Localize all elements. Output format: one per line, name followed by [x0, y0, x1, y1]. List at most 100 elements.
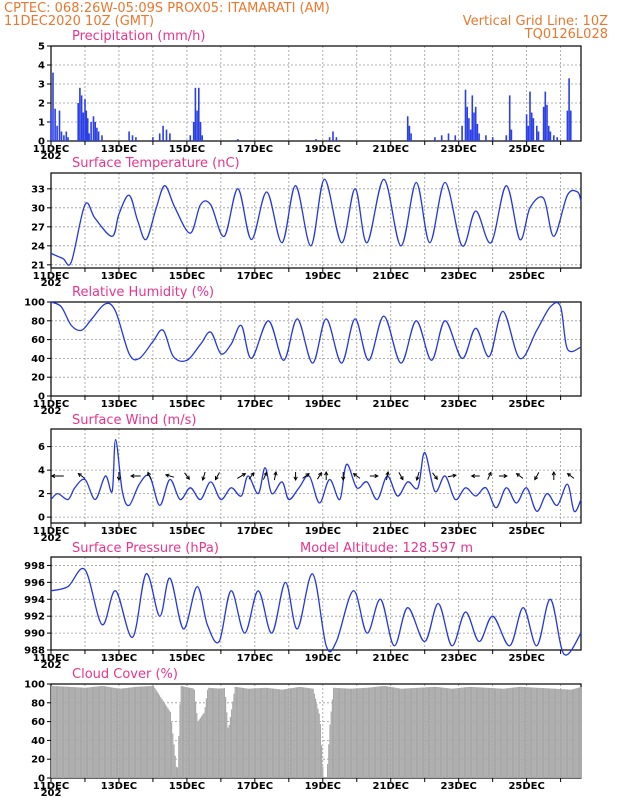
wind-arrow-shaft — [447, 474, 456, 478]
cloud-bar — [487, 687, 489, 778]
cloud-bar — [201, 716, 203, 778]
x-tick-label: 25DEC — [508, 653, 544, 664]
cloud-bar — [161, 699, 163, 778]
y-tick-label: 988 — [24, 646, 45, 657]
cloud-bar — [73, 687, 75, 778]
wind-arrow — [147, 471, 152, 480]
wind-arrow-shaft — [262, 472, 268, 480]
cloud-bar — [365, 687, 367, 778]
cloud-bar — [522, 687, 524, 778]
wind-arrow-head — [534, 476, 539, 481]
cloud-bar — [417, 687, 419, 778]
precip-bar — [60, 131, 63, 141]
panel-temperature: 21 24 27 30 33 11DEC 13DEC 15DEC 17DEC 19DEC 21DEC… — [31, 156, 582, 289]
cloud-bar — [120, 688, 122, 778]
cloud-bar — [213, 688, 215, 778]
cloud-bar — [553, 688, 555, 778]
cloud-bar — [246, 688, 248, 778]
cloud-bar — [51, 685, 53, 778]
cloud-bar — [372, 687, 374, 778]
precip-bar — [556, 137, 558, 141]
cloud-bar — [203, 712, 205, 778]
wind-arrow — [293, 472, 298, 482]
wind-arrow — [385, 470, 390, 481]
cloud-bar — [301, 687, 303, 778]
precip-bar — [546, 104, 548, 141]
cloud-bar — [325, 777, 327, 778]
cloud-bar — [243, 688, 245, 778]
cloud-bar — [445, 688, 447, 778]
plot-border — [50, 45, 582, 142]
precip-bar — [199, 122, 202, 141]
panel-wind: 0 2 4 6 11DEC 13DEC 15DEC 17DEC 19DEC 21DEC 23DEC 2… — [33, 413, 582, 544]
cloud-bar — [215, 688, 217, 778]
cloud-bar — [383, 685, 385, 778]
cloud-bar — [285, 689, 287, 778]
cloud-bar — [339, 688, 341, 778]
wind-arrow-shaft — [215, 472, 220, 480]
x-tick-label: 11DEC — [33, 399, 69, 410]
cloud-bar — [474, 687, 476, 778]
y-tick-label: 33 — [31, 184, 45, 195]
cloud-bar — [526, 687, 528, 778]
cloud-bar — [226, 712, 228, 778]
x-tick-label: 21DEC — [373, 653, 409, 664]
cloud-bar — [328, 744, 330, 778]
precip-bar — [476, 123, 479, 141]
precip-bar — [332, 131, 334, 141]
precip-bar — [96, 127, 98, 141]
y-tick-label: 0 — [38, 137, 45, 148]
cloud-bar — [77, 687, 79, 778]
wind-arrow-shaft — [567, 473, 575, 479]
cloud-bar — [85, 687, 87, 778]
precip-bar — [131, 135, 134, 141]
model-altitude: Model Altitude: 128.597 m — [300, 541, 473, 556]
cloud-bar — [511, 687, 513, 778]
cloud-bar — [251, 688, 253, 778]
cloud-bar — [510, 687, 512, 778]
precip-bar — [508, 95, 511, 141]
cloud-bar — [562, 689, 564, 778]
cloud-bar — [52, 685, 54, 778]
cloud-bar — [449, 688, 451, 778]
wind-arrow — [566, 472, 575, 479]
panel-humidity: 0 20 40 60 80 100 11DEC 13DEC 15DEC 17DEC 19DEC 21D… — [24, 285, 582, 417]
x-tick-label: 15DEC — [169, 526, 205, 537]
cloud-bar — [334, 687, 336, 778]
cloud-bar — [411, 688, 413, 778]
cloud-bar — [118, 688, 120, 778]
cloud-bar — [117, 688, 119, 778]
cloud-bar — [280, 689, 282, 778]
precip-bar — [553, 135, 555, 141]
cloud-bar — [376, 686, 378, 778]
cloud-bar — [227, 727, 229, 778]
y-tick-label: 0 — [38, 774, 45, 785]
cloud-bar — [546, 688, 548, 778]
cloud-bar — [312, 688, 314, 778]
cloud-bar — [484, 687, 486, 778]
cloud-bar — [180, 686, 182, 778]
x-tick-label: 17DEC — [237, 653, 273, 664]
cloud-bar — [145, 686, 147, 778]
cloud-bar — [129, 687, 131, 778]
cloud-bar — [569, 689, 571, 778]
cloud-bar — [353, 688, 355, 778]
cloud-bar — [107, 686, 109, 778]
precip-bar — [198, 87, 200, 141]
cloud-bar — [299, 686, 301, 778]
cloud-bar — [563, 689, 565, 778]
wind-arrow-head — [185, 475, 190, 481]
cloud-bar — [162, 700, 164, 778]
cloud-bar — [235, 687, 237, 778]
precip-bar — [169, 133, 171, 141]
cloud-bar — [137, 686, 139, 778]
cloud-bar — [168, 710, 170, 778]
cloud-bar — [436, 687, 438, 778]
cloud-bar — [189, 687, 191, 778]
cloud-bar — [193, 689, 195, 778]
cloud-bar — [172, 733, 174, 778]
panel-precipitation: 0 1 2 3 4 5 11DEC 13DEC 15DEC 17DEC 19DEC 21DEC 23DE… — [33, 29, 582, 162]
cloud-bar — [531, 687, 533, 778]
cloud-bar — [132, 687, 134, 778]
cloud-bar — [274, 688, 276, 778]
